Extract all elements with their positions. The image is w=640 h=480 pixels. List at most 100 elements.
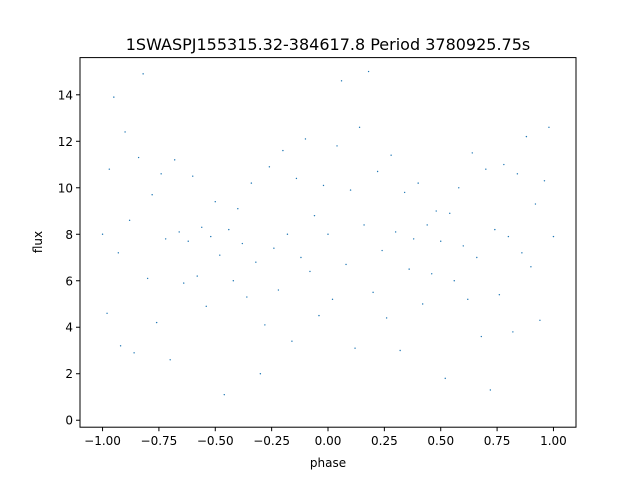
y-axis-ticks: 0 2 4 6 8 10 12 14 (58, 88, 80, 428)
data-points (101, 70, 555, 396)
data-point (273, 247, 275, 249)
data-point (331, 298, 334, 301)
data-point (525, 135, 528, 138)
data-point (187, 240, 189, 242)
x-axis-ticks: −1.00 −0.75 −0.50 −0.25 0.00 0.25 0.50 0.75 1.00 (84, 427, 567, 448)
data-point (421, 303, 424, 305)
data-point (232, 280, 235, 282)
x-tick-label: 0.75 (484, 434, 511, 448)
data-point (309, 270, 311, 273)
data-point (282, 149, 284, 152)
data-point (304, 138, 307, 140)
data-point (426, 224, 428, 226)
data-point (178, 231, 180, 233)
data-point (223, 393, 225, 396)
data-point (155, 321, 158, 324)
y-tick-label: 12 (58, 135, 73, 149)
data-point (173, 159, 176, 161)
data-point (151, 194, 153, 196)
data-point (480, 335, 483, 338)
x-tick-label: 1.00 (540, 434, 567, 448)
x-tick-label: −0.50 (197, 434, 234, 448)
x-tick-label: −0.25 (253, 434, 290, 448)
data-point (534, 203, 537, 205)
data-point (462, 245, 464, 247)
data-point (349, 189, 352, 191)
data-point (250, 182, 253, 184)
data-point (300, 256, 302, 259)
data-point (137, 156, 140, 159)
data-point (113, 96, 115, 98)
data-point (399, 349, 401, 352)
data-point (106, 312, 108, 314)
data-point (117, 252, 120, 254)
y-tick-label: 2 (65, 367, 73, 381)
data-point (530, 266, 532, 268)
data-point (142, 73, 144, 75)
data-point (412, 238, 415, 240)
data-point (327, 233, 329, 235)
x-tick-label: 0.25 (371, 434, 398, 448)
data-point (408, 268, 410, 270)
data-point (268, 166, 271, 168)
data-point (390, 154, 392, 156)
data-point (548, 126, 550, 129)
data-point (318, 314, 320, 317)
data-point (214, 201, 216, 203)
data-point (449, 212, 451, 215)
data-point (246, 296, 248, 298)
data-point (363, 224, 365, 226)
data-point (196, 275, 198, 277)
x-tick-label: −0.75 (141, 434, 178, 448)
x-tick-label: 0.00 (315, 434, 342, 448)
x-tick-label: −1.00 (84, 434, 121, 448)
data-point (336, 145, 338, 147)
data-point (259, 373, 262, 375)
data-point (119, 345, 122, 347)
data-point (539, 319, 541, 321)
data-point (552, 235, 555, 238)
data-point (124, 131, 126, 133)
data-point (498, 294, 501, 296)
data-point (435, 210, 437, 212)
data-point (521, 252, 523, 254)
data-point (403, 191, 406, 194)
data-point (507, 235, 510, 238)
data-point (394, 231, 397, 233)
data-point (340, 80, 343, 82)
data-point (210, 235, 212, 238)
data-point (485, 168, 487, 170)
data-point (146, 277, 149, 280)
data-point (241, 242, 244, 245)
data-point (417, 182, 419, 184)
data-point (255, 261, 257, 263)
data-point (192, 175, 194, 177)
data-point (444, 377, 446, 380)
y-tick-label: 10 (58, 181, 73, 195)
data-point (313, 214, 316, 217)
data-point (295, 177, 298, 180)
data-point (205, 305, 207, 308)
data-point (128, 219, 131, 222)
data-point (291, 340, 293, 342)
y-tick-label: 0 (65, 414, 73, 428)
data-point (228, 228, 230, 231)
data-point (358, 126, 361, 129)
data-point (277, 289, 280, 291)
x-axis-label: phase (310, 456, 346, 470)
data-point (431, 273, 433, 275)
data-point (453, 280, 455, 282)
x-tick-label: 0.50 (427, 434, 454, 448)
data-point (264, 324, 266, 326)
data-point (467, 298, 469, 301)
plot-area (80, 57, 576, 428)
chart-title: 1SWASPJ155315.32-384617.8 Period 3780925… (126, 35, 531, 54)
data-point (440, 240, 442, 242)
data-point (372, 291, 374, 294)
data-point (354, 347, 356, 349)
data-point (108, 168, 111, 170)
data-point (133, 352, 135, 354)
y-axis-label: flux (31, 231, 45, 253)
